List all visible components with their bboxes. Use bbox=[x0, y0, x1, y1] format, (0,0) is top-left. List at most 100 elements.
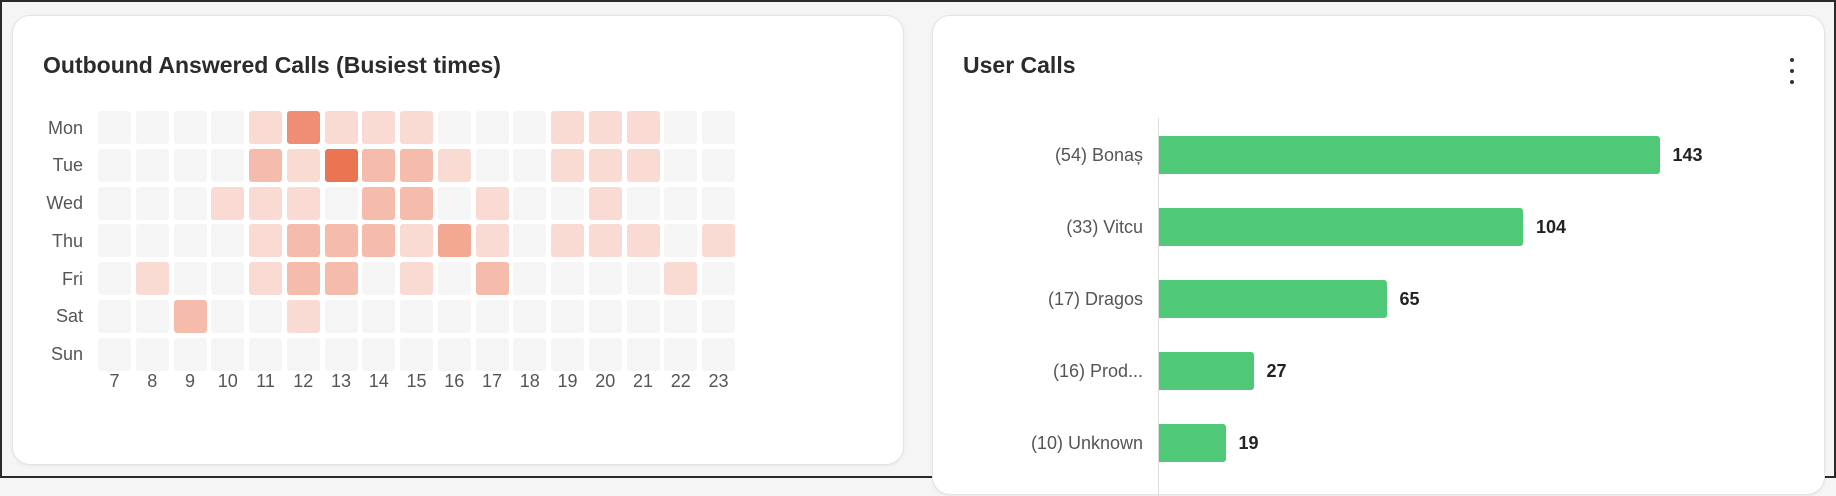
heatmap-cell[interactable] bbox=[437, 337, 471, 371]
heatmap-cell[interactable] bbox=[249, 337, 282, 371]
heatmap-cell[interactable] bbox=[211, 299, 245, 333]
heatmap-cell[interactable] bbox=[211, 186, 245, 220]
heatmap-cell[interactable] bbox=[551, 262, 584, 295]
heatmap-cell[interactable] bbox=[626, 337, 660, 371]
heatmap-cell[interactable] bbox=[626, 224, 660, 258]
heatmap-cell[interactable] bbox=[98, 224, 131, 258]
heatmap-cell[interactable] bbox=[362, 111, 396, 144]
heatmap-cell[interactable] bbox=[211, 337, 245, 371]
heatmap-cell[interactable] bbox=[551, 337, 584, 371]
heatmap-cell[interactable] bbox=[400, 262, 433, 295]
heatmap-cell[interactable] bbox=[437, 262, 471, 295]
heatmap-cell[interactable] bbox=[588, 299, 622, 333]
heatmap-cell[interactable] bbox=[437, 299, 471, 333]
heatmap-cell[interactable] bbox=[626, 299, 660, 333]
heatmap-cell[interactable] bbox=[702, 148, 735, 182]
heatmap-cell[interactable] bbox=[173, 299, 207, 333]
heatmap-cell[interactable] bbox=[249, 186, 282, 220]
bar[interactable] bbox=[1159, 208, 1523, 246]
heatmap-cell[interactable] bbox=[135, 262, 169, 295]
heatmap-cell[interactable] bbox=[626, 111, 660, 144]
heatmap-cell[interactable] bbox=[286, 262, 320, 295]
heatmap-cell[interactable] bbox=[286, 186, 320, 220]
heatmap-cell[interactable] bbox=[324, 111, 358, 144]
heatmap-cell[interactable] bbox=[249, 262, 282, 295]
heatmap-cell[interactable] bbox=[98, 186, 131, 220]
heatmap-cell[interactable] bbox=[513, 148, 547, 182]
bar[interactable] bbox=[1159, 280, 1387, 318]
heatmap-cell[interactable] bbox=[475, 224, 509, 258]
heatmap-cell[interactable] bbox=[135, 224, 169, 258]
heatmap-cell[interactable] bbox=[588, 111, 622, 144]
heatmap-cell[interactable] bbox=[588, 186, 622, 220]
heatmap-cell[interactable] bbox=[551, 186, 584, 220]
heatmap-cell[interactable] bbox=[664, 299, 698, 333]
heatmap-cell[interactable] bbox=[98, 262, 131, 295]
heatmap-cell[interactable] bbox=[211, 262, 245, 295]
heatmap-cell[interactable] bbox=[664, 111, 698, 144]
heatmap-cell[interactable] bbox=[173, 186, 207, 220]
heatmap-cell[interactable] bbox=[324, 224, 358, 258]
heatmap-cell[interactable] bbox=[626, 186, 660, 220]
heatmap-cell[interactable] bbox=[437, 148, 471, 182]
heatmap-cell[interactable] bbox=[475, 337, 509, 371]
heatmap-cell[interactable] bbox=[513, 262, 547, 295]
heatmap-cell[interactable] bbox=[588, 262, 622, 295]
heatmap-cell[interactable] bbox=[211, 224, 245, 258]
heatmap-cell[interactable] bbox=[324, 262, 358, 295]
heatmap-cell[interactable] bbox=[551, 299, 584, 333]
heatmap-cell[interactable] bbox=[286, 111, 320, 144]
heatmap-cell[interactable] bbox=[98, 337, 131, 371]
heatmap-cell[interactable] bbox=[362, 186, 396, 220]
heatmap-cell[interactable] bbox=[286, 337, 320, 371]
heatmap-cell[interactable] bbox=[437, 186, 471, 220]
heatmap-cell[interactable] bbox=[249, 299, 282, 333]
heatmap-cell[interactable] bbox=[286, 148, 320, 182]
heatmap-cell[interactable] bbox=[513, 337, 547, 371]
heatmap-cell[interactable] bbox=[475, 148, 509, 182]
heatmap-cell[interactable] bbox=[211, 148, 245, 182]
bar[interactable] bbox=[1159, 136, 1660, 174]
heatmap-cell[interactable] bbox=[98, 148, 131, 182]
heatmap-cell[interactable] bbox=[702, 337, 735, 371]
heatmap-cell[interactable] bbox=[588, 224, 622, 258]
heatmap-cell[interactable] bbox=[588, 148, 622, 182]
heatmap-cell[interactable] bbox=[173, 111, 207, 144]
heatmap-cell[interactable] bbox=[135, 337, 169, 371]
heatmap-cell[interactable] bbox=[664, 186, 698, 220]
heatmap-cell[interactable] bbox=[702, 111, 735, 144]
bar[interactable] bbox=[1159, 424, 1226, 462]
heatmap-cell[interactable] bbox=[513, 186, 547, 220]
heatmap-cell[interactable] bbox=[362, 262, 396, 295]
heatmap-cell[interactable] bbox=[400, 224, 433, 258]
heatmap-cell[interactable] bbox=[324, 299, 358, 333]
heatmap-cell[interactable] bbox=[664, 262, 698, 295]
heatmap-cell[interactable] bbox=[286, 224, 320, 258]
heatmap-cell[interactable] bbox=[664, 337, 698, 371]
heatmap-cell[interactable] bbox=[400, 186, 433, 220]
heatmap-cell[interactable] bbox=[551, 148, 584, 182]
heatmap-cell[interactable] bbox=[400, 299, 433, 333]
heatmap-cell[interactable] bbox=[249, 224, 282, 258]
heatmap-cell[interactable] bbox=[286, 299, 320, 333]
heatmap-cell[interactable] bbox=[437, 224, 471, 258]
heatmap-cell[interactable] bbox=[173, 262, 207, 295]
heatmap-cell[interactable] bbox=[400, 148, 433, 182]
heatmap-cell[interactable] bbox=[702, 186, 735, 220]
heatmap-cell[interactable] bbox=[135, 148, 169, 182]
bar[interactable] bbox=[1159, 352, 1254, 390]
kebab-menu-icon[interactable] bbox=[1782, 58, 1802, 84]
heatmap-cell[interactable] bbox=[400, 337, 433, 371]
heatmap-cell[interactable] bbox=[626, 262, 660, 295]
heatmap-cell[interactable] bbox=[135, 299, 169, 333]
heatmap-cell[interactable] bbox=[551, 111, 584, 144]
heatmap-cell[interactable] bbox=[98, 111, 131, 144]
heatmap-cell[interactable] bbox=[135, 111, 169, 144]
heatmap-cell[interactable] bbox=[362, 299, 396, 333]
heatmap-cell[interactable] bbox=[437, 111, 471, 144]
heatmap-cell[interactable] bbox=[324, 148, 358, 182]
heatmap-cell[interactable] bbox=[173, 148, 207, 182]
heatmap-cell[interactable] bbox=[362, 148, 396, 182]
heatmap-cell[interactable] bbox=[475, 111, 509, 144]
heatmap-cell[interactable] bbox=[513, 111, 547, 144]
